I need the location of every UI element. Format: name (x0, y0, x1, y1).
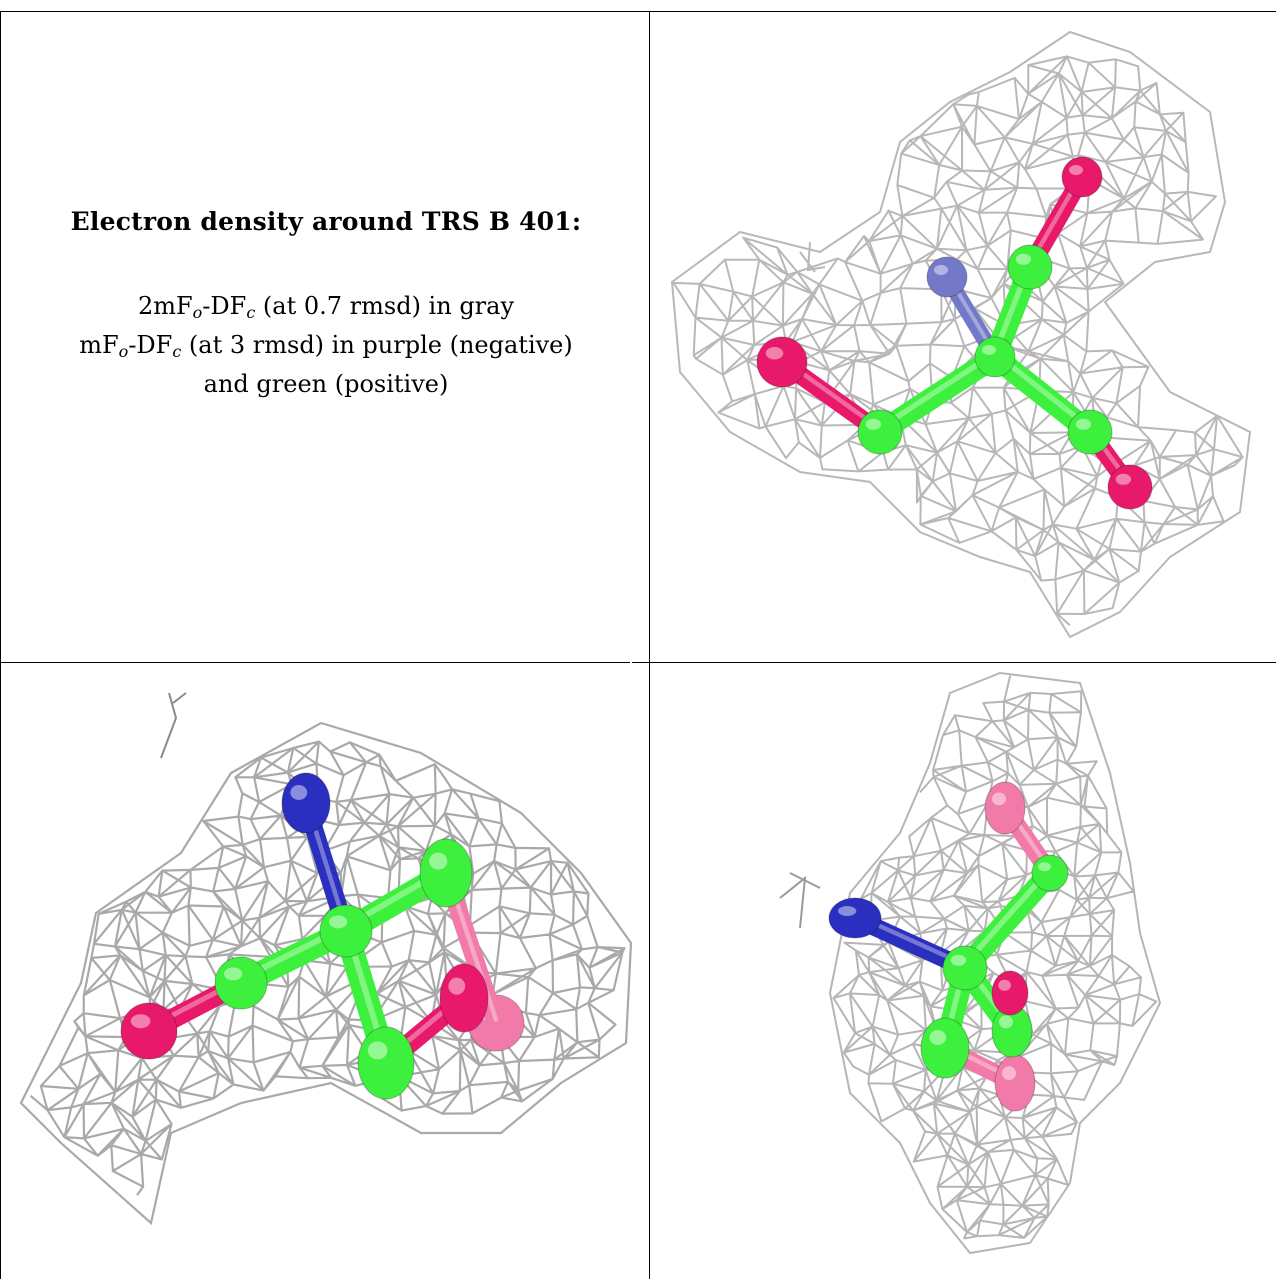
table-border-left (0, 11, 1, 1279)
carbon-atom (857, 409, 903, 455)
carbon-atom (214, 956, 268, 1010)
carbon-atom (920, 1017, 970, 1079)
caption-title: Electron density around TRS B 401: (70, 207, 582, 236)
bond-highlight (962, 866, 1053, 967)
oxygen-atom (1107, 464, 1153, 510)
atom-highlight (1038, 862, 1051, 872)
table-divider-horizontal-left (0, 662, 630, 663)
bond-highlight (877, 350, 998, 431)
oxygen-atom (120, 1002, 178, 1060)
atom-highlight (929, 1030, 947, 1045)
carbon-atom-central (319, 904, 373, 958)
carbon-atom (1007, 244, 1053, 290)
atom-highlight (367, 1041, 388, 1060)
molecule-density-view-bottom-left (19, 692, 633, 1226)
atom-highlight (130, 1014, 151, 1029)
atom-highlight (934, 265, 948, 275)
table-divider-vertical (649, 11, 650, 1279)
atom-highlight (1002, 1066, 1016, 1081)
atom-highlight (838, 906, 857, 916)
mesh-lines (19, 721, 633, 1226)
carbon-atom (1031, 854, 1069, 892)
atom-highlight (950, 954, 967, 966)
atom-highlight (429, 852, 448, 870)
mesh-lines (828, 671, 1162, 1255)
caption-map1: 2mFo-DFc (at 0.7 rmsd) in gray (137, 292, 515, 322)
carbon-atom (419, 838, 473, 908)
stray-fragment (779, 872, 821, 929)
mesh-lines (670, 30, 1252, 639)
nitrogen-atom (281, 772, 331, 834)
oxygen-atom (439, 963, 489, 1033)
nitrogen-atom (828, 897, 882, 939)
caption-map2: mFo-DFc (at 3 rmsd) in purple (negative) (79, 331, 573, 361)
atom-highlight (290, 785, 308, 800)
carbon-atom (357, 1026, 415, 1100)
nitrogen-atom (926, 256, 968, 298)
caption-cell: Electron density around TRS B 401: 2mFo-… (1, 12, 649, 662)
caption-map2-continued: and green (positive) (203, 370, 449, 398)
oxygen-atom (991, 970, 1029, 1016)
atom-highlight (999, 1015, 1013, 1029)
table-border-top (0, 11, 1276, 12)
table-divider-horizontal-right (632, 662, 1276, 663)
atom-highlight (1069, 165, 1083, 175)
atom-highlight (1015, 253, 1032, 265)
carbon-atom (1067, 409, 1113, 455)
atom-highlight (1075, 418, 1092, 430)
view-bottom-right (650, 663, 1276, 1279)
view-bottom-left (1, 663, 649, 1279)
atom-highlight (865, 418, 882, 430)
oxygen-atom-back (994, 1054, 1036, 1112)
density-mesh (670, 30, 1252, 639)
view-top-right (650, 12, 1276, 662)
oxygen-atom (756, 336, 808, 388)
atom-highlight (765, 347, 784, 360)
stray-fragment (160, 692, 187, 759)
oxygen-atom (1061, 156, 1103, 198)
atom-highlight (329, 915, 348, 929)
atom-highlight (992, 792, 1006, 806)
atom-highlight (224, 967, 243, 981)
atom-highlight (982, 345, 996, 355)
stray-fragment (799, 241, 826, 273)
carbon-atom-central (974, 336, 1016, 378)
bond (869, 346, 1006, 443)
atom-highlight (448, 977, 466, 995)
density-mesh (19, 721, 633, 1226)
carbon-atom-central (942, 945, 988, 991)
atom-highlight (998, 979, 1011, 991)
atom-highlight (1115, 473, 1132, 485)
density-mesh (828, 671, 1162, 1255)
caption: Electron density around TRS B 401: 2mFo-… (15, 207, 637, 401)
molecule-density-view-bottom-right (779, 671, 1162, 1255)
molecule-density-view-top-right (670, 30, 1252, 639)
oxygen-atom-back (984, 781, 1026, 835)
